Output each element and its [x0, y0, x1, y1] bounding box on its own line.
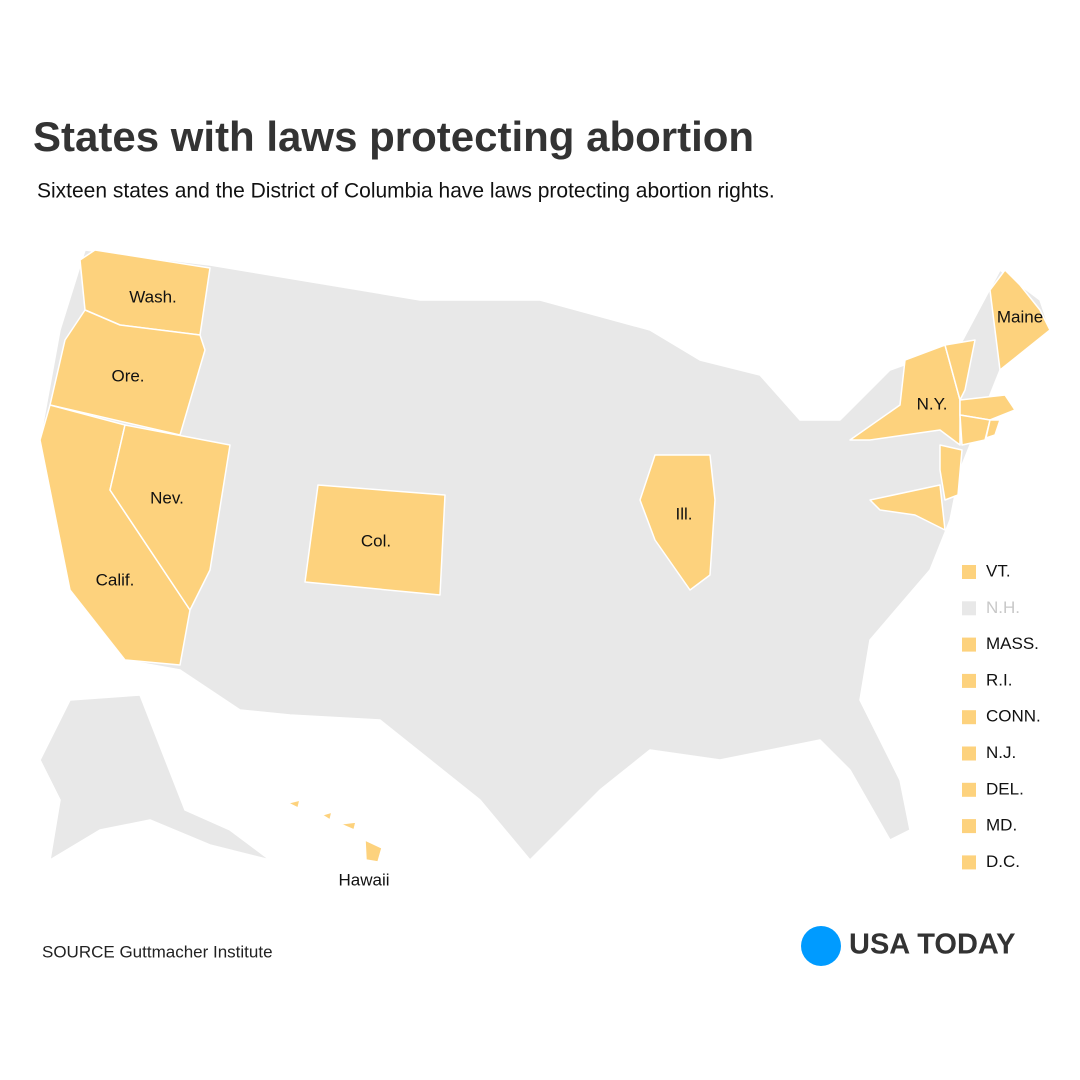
legend-label: CONN. — [986, 707, 1041, 726]
legend-label: VT. — [986, 561, 1011, 580]
state-label: Wash. — [129, 287, 177, 306]
source: SOURCE Guttmacher Institute — [42, 942, 273, 961]
illinois — [639, 454, 716, 591]
legend-swatch — [962, 565, 976, 579]
state-label: Ore. — [111, 366, 144, 385]
legend-swatch — [962, 673, 976, 688]
legend-swatch — [962, 819, 976, 834]
legend-label: MD. — [986, 816, 1017, 835]
legend-swatch — [962, 746, 976, 761]
brand-logo — [801, 926, 841, 966]
subtitle: Sixteen states and the District of Colum… — [37, 180, 775, 203]
legend-swatch — [962, 710, 976, 725]
us-map — [39, 249, 1051, 863]
nevada — [109, 424, 231, 611]
state-label: Maine — [997, 307, 1043, 326]
legend-label: DEL. — [986, 779, 1024, 798]
state-label: N.Y. — [917, 394, 948, 413]
legend-swatch — [962, 782, 976, 797]
vermont — [944, 339, 976, 401]
legend-label: MASS. — [986, 634, 1039, 653]
legend-swatch — [962, 855, 976, 870]
massachusetts — [959, 394, 1016, 421]
maine — [989, 269, 1051, 371]
alaska — [39, 694, 271, 861]
state-label: Col. — [361, 531, 391, 550]
brand-name: USA TODAY — [849, 929, 1016, 961]
state-label: Ill. — [676, 504, 693, 523]
title: States with laws protecting abortion — [33, 113, 754, 160]
state-label: Hawaii — [338, 870, 389, 889]
connecticut — [959, 414, 991, 446]
maryland-delaware — [869, 484, 946, 531]
legend-swatch — [962, 637, 976, 652]
legend-label: D.C. — [986, 852, 1020, 871]
legend-label: R.I. — [986, 670, 1012, 689]
legend-label: N.H. — [986, 598, 1020, 617]
hawaii — [287, 799, 383, 863]
colorado — [304, 484, 446, 596]
legend-label: N.J. — [986, 743, 1016, 762]
us-outline — [39, 249, 1051, 861]
oregon — [49, 309, 206, 436]
legend-swatch — [962, 601, 976, 616]
state-label: Nev. — [150, 488, 184, 507]
rhode-island — [985, 419, 1001, 439]
state-label: Calif. — [96, 570, 135, 589]
new-jersey — [939, 444, 963, 501]
